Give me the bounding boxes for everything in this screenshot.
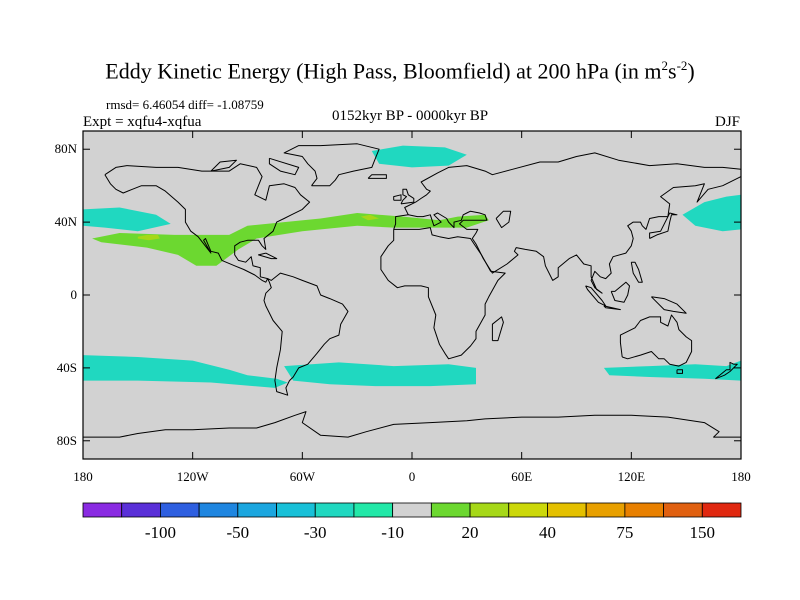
coastline-0 — [104, 163, 311, 283]
field-contour-0 — [83, 207, 171, 232]
colorbar-label: -50 — [226, 523, 249, 542]
field-contour-6 — [92, 213, 489, 266]
colorbar-swatch-15 — [663, 502, 703, 518]
coastline-18 — [715, 361, 738, 380]
colorbar-swatch-12 — [547, 502, 587, 518]
period-label: 0152kyr BP - 0000kyr BP — [331, 108, 489, 124]
colorbar-swatch-7 — [353, 502, 394, 518]
colorbar-label: -30 — [304, 523, 327, 542]
colorbar-swatch-13 — [585, 502, 626, 518]
coastline-2 — [380, 227, 506, 360]
colorbar-swatch-8 — [392, 502, 432, 518]
coastline-3 — [393, 152, 741, 230]
coastline-21 — [210, 159, 237, 172]
lon-tick-label: 120W — [177, 469, 210, 484]
coastline-20 — [268, 157, 300, 176]
colorbar-swatch-9 — [430, 502, 471, 518]
colorbar-swatch-0 — [82, 502, 123, 518]
field-contour-4 — [284, 362, 476, 387]
colorbar-label: -10 — [381, 523, 404, 542]
coastline-7 — [83, 411, 741, 438]
colorbar-swatch-10 — [469, 502, 510, 518]
coastline-5 — [619, 314, 693, 367]
coastline-19 — [258, 252, 278, 260]
axis-ticks: 80N 40N 0 40S 80S 180 120W 60W 0 60E 120E 180 — [55, 131, 751, 484]
lon-tick-label: 180 — [731, 469, 751, 484]
coastline-11 — [649, 212, 678, 239]
field-contour-8 — [360, 214, 380, 221]
colorbar-swatch-14 — [624, 502, 664, 518]
colorbar-label: 40 — [539, 523, 556, 542]
colorbar-swatch-5 — [276, 502, 316, 518]
map-background — [83, 131, 741, 459]
lat-tick-label: 80S — [57, 433, 77, 448]
lat-tick-label: 40S — [57, 360, 77, 375]
lon-tick-label: 120E — [618, 469, 646, 484]
colorbar-swatch-4 — [237, 502, 277, 518]
coastline-layer — [83, 143, 741, 438]
field-contour-5 — [603, 360, 741, 381]
coastline-16 — [491, 316, 504, 342]
field-contour-2 — [682, 194, 741, 232]
colorbar-swatch-6 — [314, 502, 355, 518]
colorbar-label: 75 — [616, 523, 633, 542]
colorbar-swatch-2 — [160, 502, 200, 518]
coastline-10 — [367, 174, 387, 179]
lon-tick-label: 60E — [511, 469, 532, 484]
field-layer — [83, 145, 741, 388]
coastline-14 — [610, 281, 630, 303]
coastline-9 — [393, 194, 402, 201]
colorbar-swatch-16 — [701, 502, 742, 518]
colorbar-swatch-3 — [198, 502, 239, 518]
coastline-8 — [400, 188, 415, 205]
field-contour-3 — [83, 355, 288, 388]
figure-title: Eddy Kinetic Energy (High Pass, Bloomfie… — [105, 58, 695, 84]
coastline-13 — [603, 305, 621, 311]
field-contour-7 — [137, 234, 160, 241]
coastline-22 — [495, 210, 512, 229]
colorbar-label: -100 — [145, 523, 176, 542]
colorbar-swatch-1 — [121, 502, 161, 518]
coastline-1 — [263, 272, 349, 396]
experiment-label: Expt = xqfu4-xqfua — [83, 114, 202, 130]
lat-tick-label: 0 — [71, 287, 78, 302]
coastline-17 — [630, 261, 643, 283]
lat-tick-label: 80N — [55, 141, 78, 156]
field-contour-1 — [371, 145, 467, 168]
colorbar-label: 150 — [690, 523, 716, 542]
colorbar-label: 20 — [462, 523, 479, 542]
season-label: DJF — [714, 114, 740, 130]
coastline-23 — [676, 369, 683, 374]
lat-tick-label: 40N — [55, 214, 78, 229]
colorbar-swatch-11 — [508, 502, 548, 518]
coastline-15 — [651, 296, 687, 314]
stats-label: rmsd= 6.46054 diff= -1.08759 — [106, 97, 264, 112]
lon-tick-label: 180 — [73, 469, 93, 484]
lon-tick-label: 0 — [409, 469, 416, 484]
coastline-4 — [408, 176, 741, 294]
colorbar: -100 -50 -30 -10 20 40 75 150 — [82, 502, 742, 542]
lon-tick-label: 60W — [290, 469, 316, 484]
coastline-6 — [283, 143, 380, 187]
